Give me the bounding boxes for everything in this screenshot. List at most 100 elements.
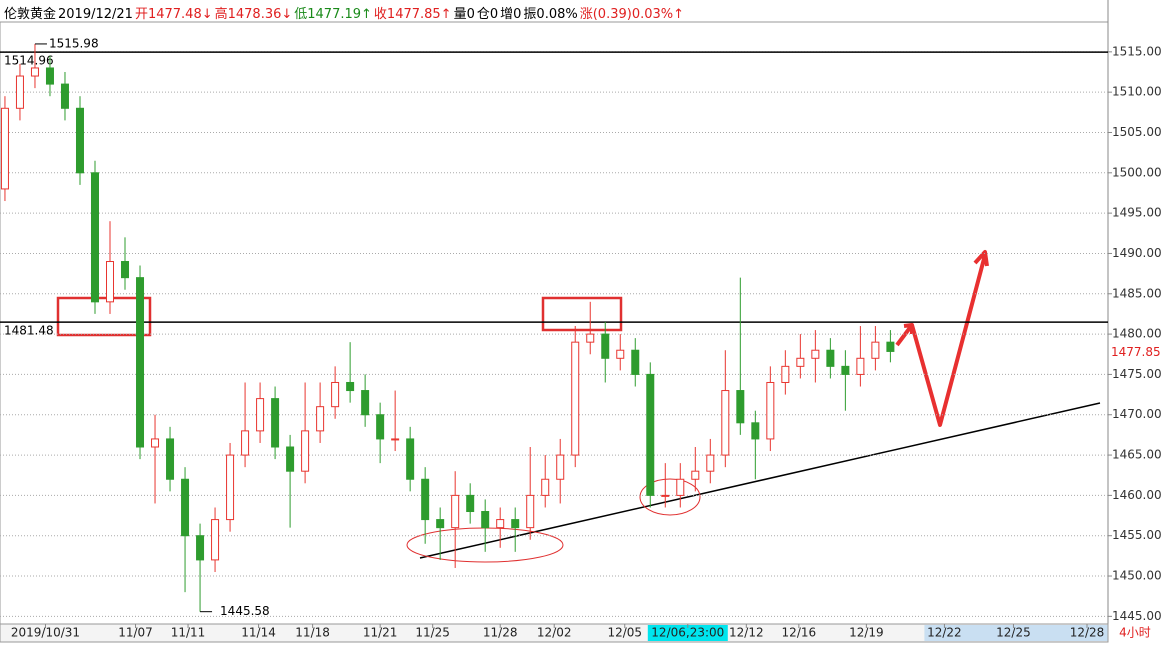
candle-body <box>871 341 880 359</box>
candle-body <box>781 365 790 383</box>
level-label: 1514.96 <box>4 54 54 68</box>
y-tick-label: 1445.00 <box>1112 609 1162 623</box>
candle-body <box>706 454 715 472</box>
y-tick-label: 1485.00 <box>1112 286 1162 300</box>
x-tick-label: 11/25 <box>415 626 450 640</box>
x-tick-label: 12/19 <box>849 626 884 640</box>
candle-body <box>391 438 400 441</box>
candle-body <box>421 478 430 521</box>
candle-body <box>496 519 505 529</box>
y-tick-label: 1455.00 <box>1112 528 1162 542</box>
candle-body <box>316 406 325 432</box>
candle-body <box>886 341 895 352</box>
candle-body <box>331 381 340 408</box>
candle-body <box>286 446 295 472</box>
candle-body <box>676 478 685 496</box>
candle-body <box>256 398 265 432</box>
candle-body <box>181 478 190 537</box>
quote-field: 2019/12/21 <box>58 7 133 22</box>
x-tick-label: 11/18 <box>295 626 330 640</box>
candle-body <box>166 438 175 480</box>
candle-body <box>481 511 490 529</box>
forecast-arrow <box>895 250 989 427</box>
candle-body <box>586 333 595 343</box>
candle-body <box>75 107 84 174</box>
candle-body <box>466 494 475 513</box>
candle-body <box>541 478 550 496</box>
last-price-label: 1477.85 <box>1111 345 1161 359</box>
quote-field: 低1477.19↑ <box>294 7 372 22</box>
quote-field: 振0.08% <box>523 7 578 22</box>
candle-body <box>30 67 39 77</box>
candle-body <box>226 454 235 521</box>
y-tick-label: 1500.00 <box>1112 165 1162 179</box>
candle-body <box>661 494 670 497</box>
y-tick-label: 1475.00 <box>1112 367 1162 381</box>
candle-body <box>271 398 280 448</box>
candle-body <box>451 494 460 529</box>
highlight-box <box>541 296 623 332</box>
y-tick-label: 1460.00 <box>1112 488 1162 502</box>
candle-body <box>526 494 535 529</box>
candle-body <box>511 519 520 529</box>
candle-body <box>751 422 760 440</box>
low-label: 1445.58 <box>220 604 270 618</box>
x-tick-label: 11/07 <box>118 626 153 640</box>
y-tick-label: 1515.00 <box>1112 44 1162 58</box>
x-tick-label: 12/28 <box>1070 626 1105 640</box>
quote-field: 收1477.85↑ <box>373 7 452 22</box>
candle-body <box>631 349 640 375</box>
candle-body <box>736 390 745 424</box>
y-tick-label: 1510.00 <box>1112 85 1162 99</box>
candle-body <box>406 438 415 480</box>
candle-body <box>60 83 69 109</box>
candle-body <box>241 430 250 456</box>
candle-body <box>106 261 115 303</box>
highlight-box <box>56 296 152 337</box>
y-tick-label: 1495.00 <box>1112 206 1162 220</box>
x-tick-label: 12/02 <box>537 626 572 640</box>
trend-line <box>419 402 1101 559</box>
quote-field: 量0 <box>453 7 475 22</box>
candle-body <box>616 349 625 359</box>
candle-body <box>361 390 370 416</box>
x-tick-label: 12/25 <box>996 626 1031 640</box>
x-tick-label: 12/16 <box>782 626 817 640</box>
x-tick-label: 12/05 <box>607 626 642 640</box>
x-tick-label: 11/14 <box>241 626 276 640</box>
future-zone <box>924 625 1108 641</box>
quote-field: 高1478.36↓ <box>214 7 293 22</box>
candle-body <box>841 365 850 375</box>
candle-body <box>45 67 54 85</box>
candle-body <box>691 470 700 480</box>
candle-body <box>646 373 655 496</box>
y-tick-label: 1470.00 <box>1112 407 1162 421</box>
candle-body <box>346 381 355 392</box>
crosshair-time <box>647 625 728 641</box>
x-tick-label: 2019/10/31 <box>11 626 80 640</box>
candle-body <box>721 390 730 456</box>
x-tick-label: 11/21 <box>363 626 398 640</box>
period-label: 4小时 <box>1119 626 1151 640</box>
highlight-ellipse <box>639 478 701 516</box>
high-label: 1515.98 <box>49 36 99 50</box>
candle-body <box>766 381 775 440</box>
candle-body <box>301 430 310 472</box>
candle-body <box>376 414 385 440</box>
candle-body <box>436 519 445 529</box>
quote-field: 涨(0.39)0.03%↑ <box>579 7 685 22</box>
plot-frame <box>0 21 1109 625</box>
candle-body <box>556 454 565 480</box>
y-tick-label: 1505.00 <box>1112 125 1162 139</box>
y-tick-label: 1480.00 <box>1112 327 1162 341</box>
x-tick-label: 11/11 <box>171 626 206 640</box>
candle-body <box>211 519 220 561</box>
candle-body <box>856 357 865 375</box>
quote-field: 仓0 <box>476 7 499 22</box>
y-tick-label: 1490.00 <box>1112 246 1162 260</box>
quote-field: 伦敦黄金 <box>4 7 57 22</box>
x-tick-label: 12/06,23:00 <box>651 626 724 640</box>
candle-body <box>0 107 9 190</box>
y-tick-label: 1450.00 <box>1112 569 1162 583</box>
